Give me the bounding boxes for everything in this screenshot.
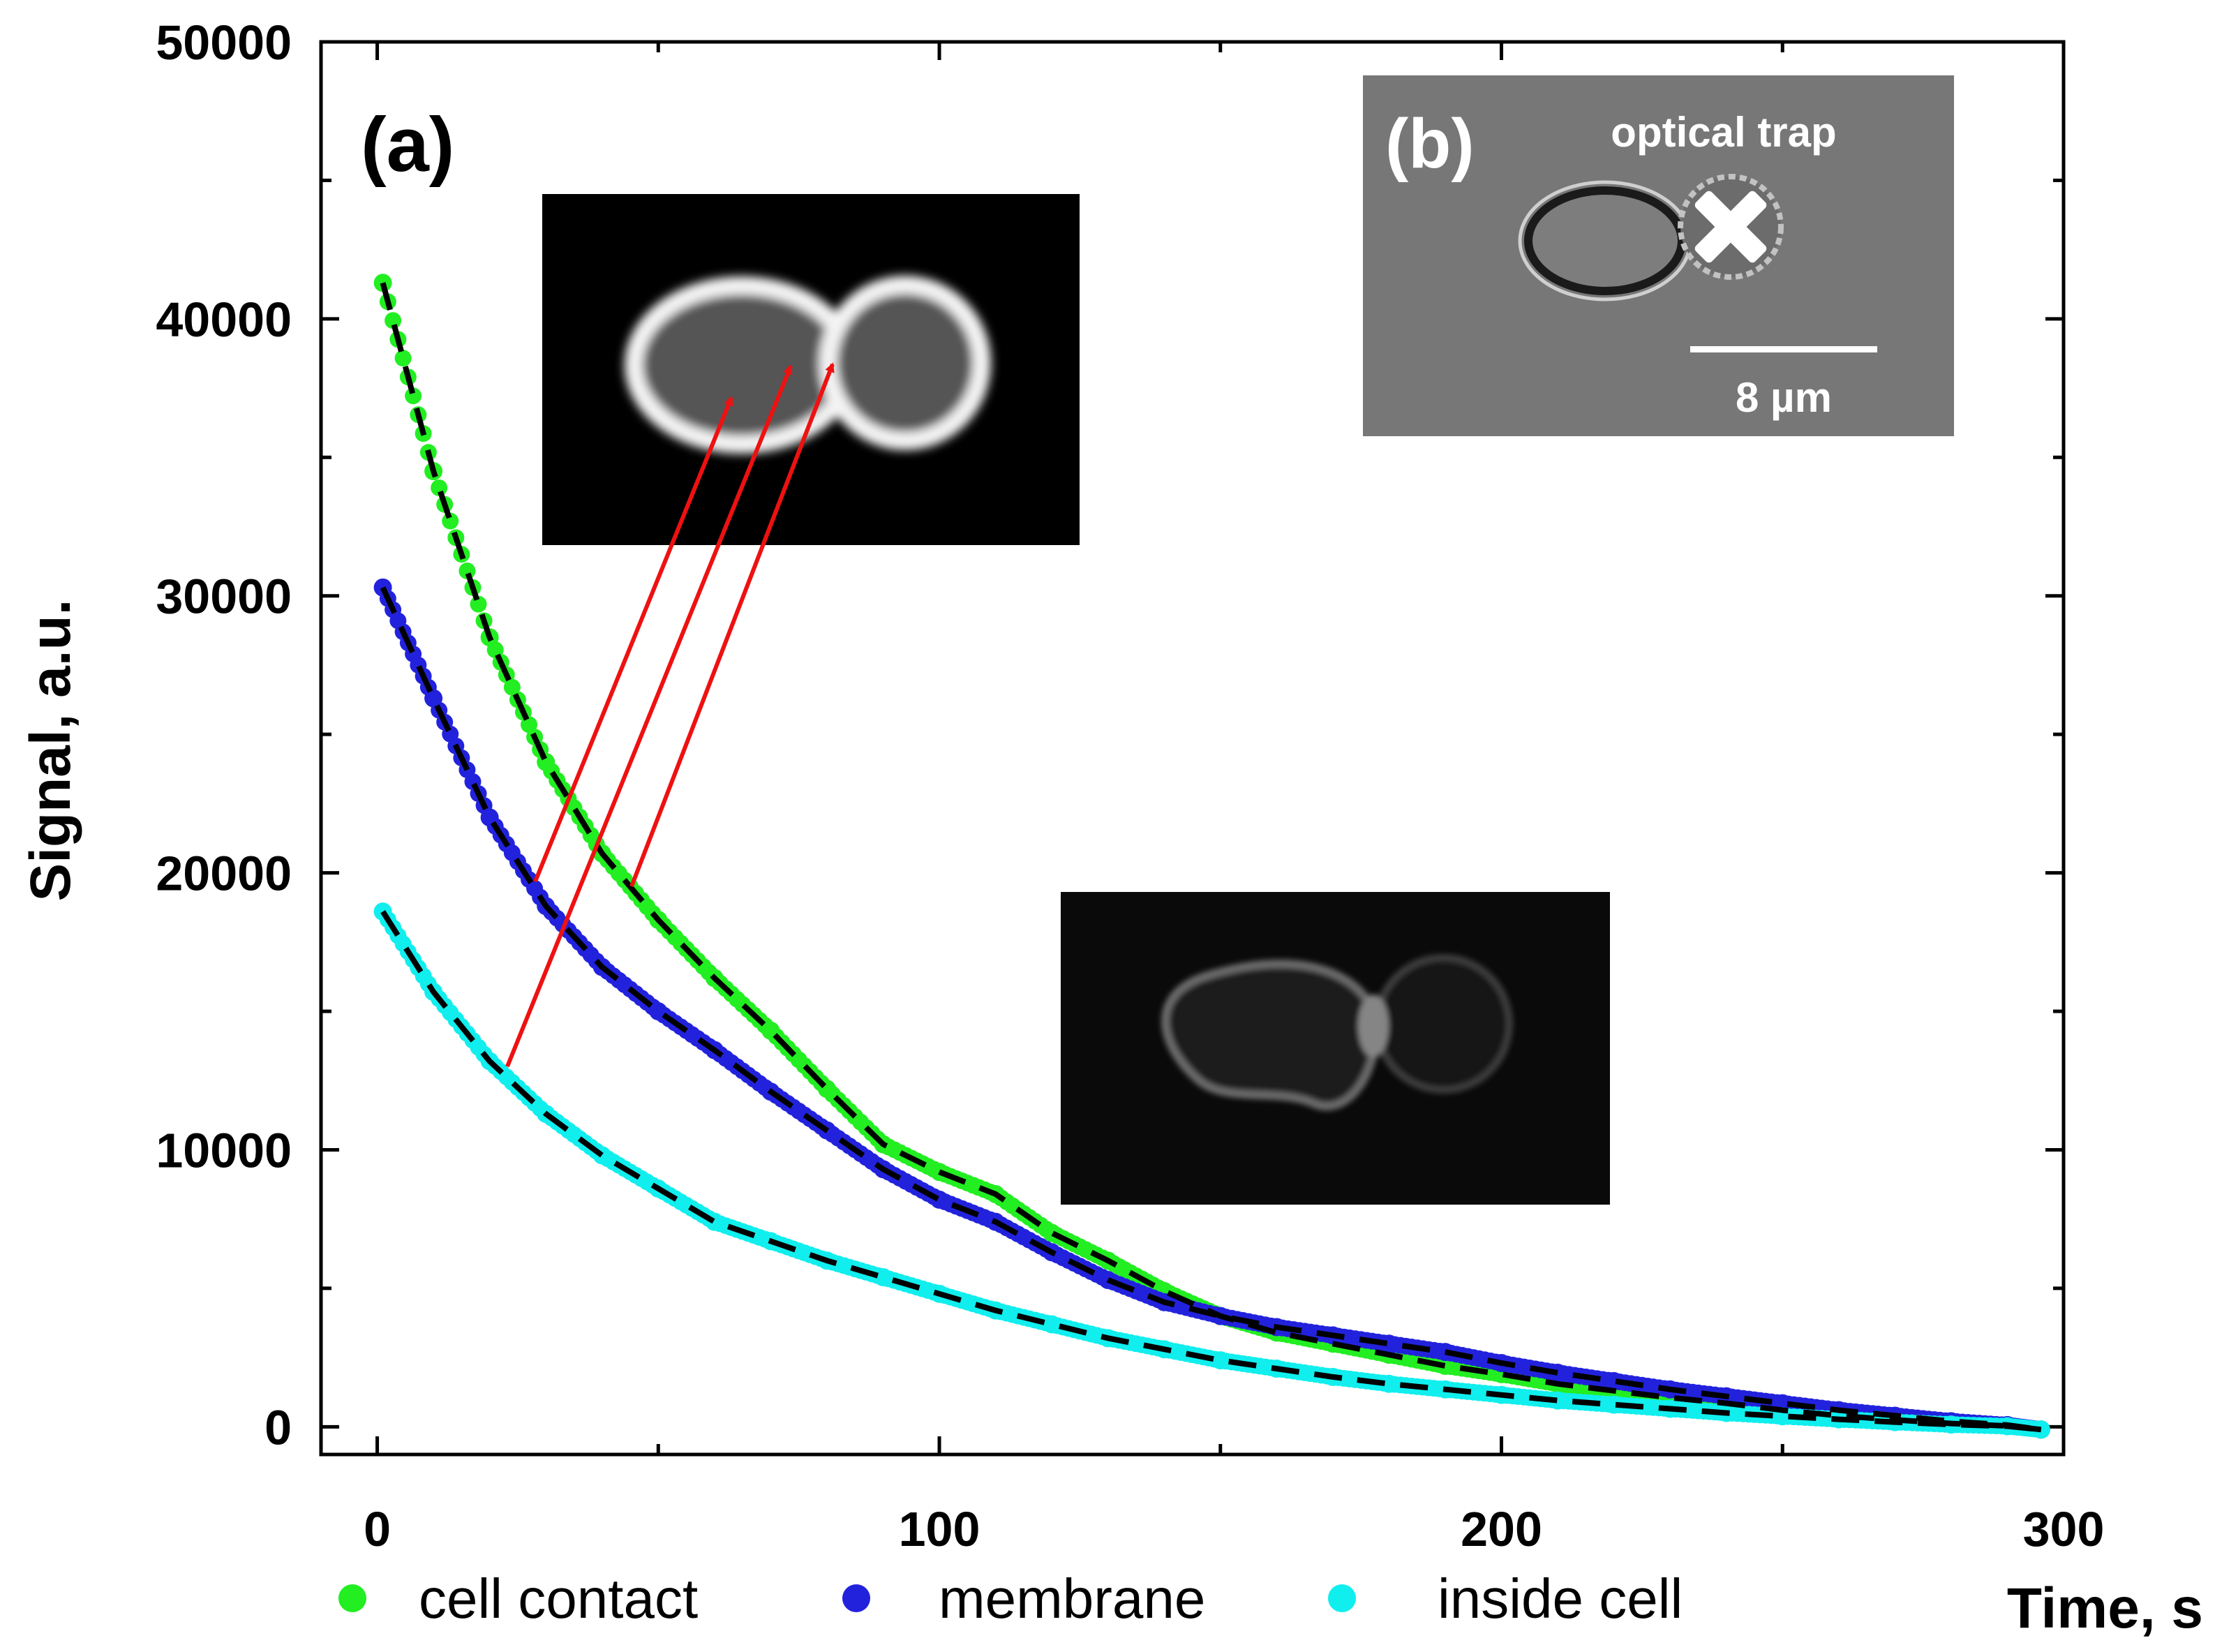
brightfield-inset: 8 µm optical trap (b)	[1363, 75, 1954, 436]
legend-marker-inside-cell	[1328, 1584, 1356, 1612]
scale-bar	[1690, 346, 1877, 352]
y-tick-label: 50000	[156, 15, 292, 70]
fluorescence-image-dim	[1061, 892, 1610, 1205]
data-point	[532, 1100, 549, 1117]
y-tick-label: 0	[264, 1400, 292, 1454]
plot-frame	[319, 40, 2066, 1457]
legend: cell contact membrane inside cell	[338, 1568, 1683, 1630]
fluorescence-image-bright	[542, 194, 1080, 545]
legend-label-inside-cell: inside cell	[1438, 1568, 1683, 1630]
legend-marker-cell-contact	[338, 1584, 366, 1612]
x-axis-title: Time, s	[2007, 1577, 2203, 1640]
arrows	[505, 362, 835, 1068]
y-tick-label: 30000	[156, 570, 292, 624]
legend-label-membrane: membrane	[939, 1568, 1205, 1630]
x-tick-label: 200	[1461, 1502, 1542, 1556]
fit-line-cell-contact	[380, 282, 2042, 1433]
y-tick-label: 40000	[156, 292, 292, 347]
axis-ticks	[321, 40, 2066, 1454]
x-tick-label: 300	[2023, 1502, 2105, 1556]
x-tick-label: 100	[899, 1502, 980, 1556]
y-tick-labels: 0 10000 20000 30000 40000 50000	[156, 15, 292, 1454]
data-point	[385, 312, 402, 329]
x-tick-label: 0	[364, 1502, 391, 1556]
y-tick-label: 20000	[156, 847, 292, 901]
arrow-cell-contact	[629, 362, 835, 888]
data-point	[394, 350, 412, 367]
panel-b-label: (b)	[1385, 105, 1475, 183]
x-tick-labels: 0 100 200 300	[364, 1502, 2104, 1556]
y-axis-title: Signal, a.u.	[19, 600, 82, 902]
arrow-inside-cell	[505, 364, 793, 1068]
data-point	[503, 678, 521, 696]
y-tick-label: 10000	[156, 1123, 292, 1177]
optical-trap-label: optical trap	[1611, 109, 1836, 156]
legend-label-cell-contact: cell contact	[419, 1568, 698, 1630]
legend-marker-membrane	[842, 1584, 870, 1612]
fit-layer	[380, 282, 2042, 1433]
panel-a-label: (a)	[361, 102, 454, 188]
data-point	[405, 387, 422, 405]
x-mark-icon	[1694, 191, 1767, 263]
scale-bar-label: 8 µm	[1736, 374, 1832, 421]
fit-line-inside-cell	[380, 909, 2042, 1433]
arrow-membrane	[533, 396, 733, 883]
yeast-cell-large	[1524, 186, 1686, 295]
data-point	[373, 274, 392, 292]
